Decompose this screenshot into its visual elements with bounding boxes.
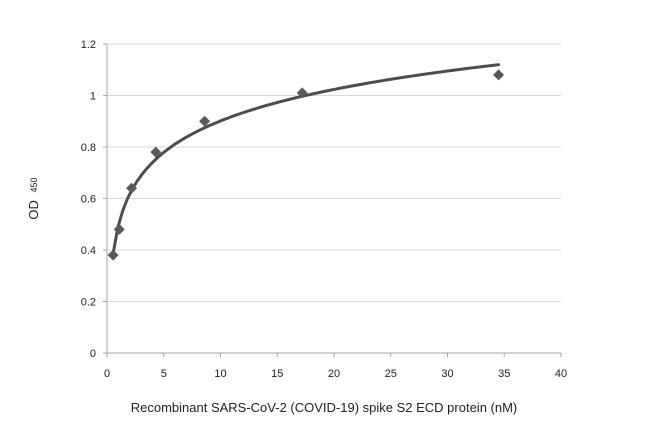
x-tick-label-2: 10 [214,368,226,380]
y-tick-label-4: 0.8 [81,142,96,154]
data-point-3 [150,146,162,158]
axes [103,43,562,357]
y-axis-title-main: OD [26,200,41,220]
x-tick-label-0: 0 [104,368,110,380]
fit-curve [111,63,501,255]
y-tick-label-0: 0 [90,348,96,360]
y-tick-labels: 0 0.2 0.4 0.6 0.8 1 1.2 [81,39,96,360]
y-tick-label-5: 1 [90,91,96,103]
x-tick-label-7: 35 [498,368,510,380]
data-point-2 [126,182,138,194]
data-point-4 [199,115,211,127]
y-axis-title-subscript: 450 [29,177,39,192]
y-axis-title: OD 450 [26,177,41,219]
x-tick-label-3: 15 [271,368,283,380]
data-point-6 [493,69,505,81]
data-point-0 [107,249,119,261]
data-point-5 [296,87,308,99]
y-tick-label-2: 0.4 [81,245,96,257]
x-tick-label-6: 30 [441,368,453,380]
x-tick-label-1: 5 [161,368,167,380]
x-tick-labels: 0 5 10 15 20 25 30 35 40 [104,368,567,380]
x-tick-label-5: 25 [385,368,397,380]
y-tick-label-3: 0.6 [81,194,96,206]
data-point-1 [113,223,125,235]
y-tick-label-6: 1.2 [81,39,96,51]
y-tick-label-1: 0.2 [81,297,96,309]
x-tick-label-4: 20 [328,368,340,380]
x-tick-label-8: 40 [555,368,567,380]
gridlines [107,43,561,302]
data-points [107,69,505,261]
x-axis-title: Recombinant SARS-CoV-2 (COVID-19) spike … [131,400,518,415]
